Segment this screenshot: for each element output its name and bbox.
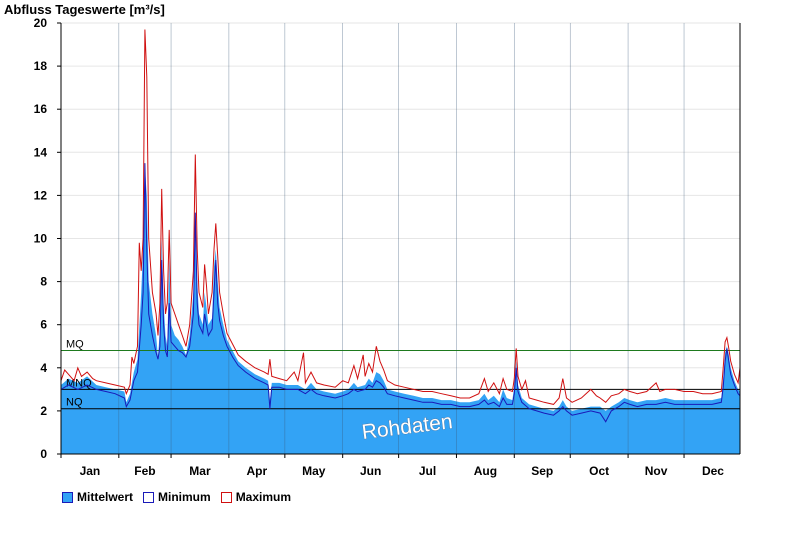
legend-item-mittelwert: Mittelwert xyxy=(62,490,133,504)
series-maximum-line xyxy=(60,29,741,405)
y-tick-label: 16 xyxy=(34,102,48,116)
x-tick-label: Dec xyxy=(702,464,724,478)
legend-label-maximum: Maximum xyxy=(235,490,292,504)
legend-swatch-minimum xyxy=(143,491,155,503)
series-minimum-line xyxy=(60,163,741,423)
x-tick-label: Feb xyxy=(134,464,155,478)
y-tick-label: 20 xyxy=(34,16,48,30)
x-tick-label: Apr xyxy=(247,464,268,478)
x-tick-label: Sep xyxy=(531,464,553,478)
x-tick-label: Mar xyxy=(189,464,211,478)
legend-label-minimum: Minimum xyxy=(158,490,211,504)
legend-item-maximum: Maximum xyxy=(220,490,292,504)
x-tick-label: Aug xyxy=(474,464,497,478)
x-tick-label: Nov xyxy=(645,464,668,478)
legend-swatch-mittelwert xyxy=(62,491,73,503)
ref-label-nq: NQ xyxy=(66,397,83,409)
y-tick-label: 6 xyxy=(40,318,47,332)
ref-label-mnq: MNQ xyxy=(66,377,92,389)
y-tick-label: 2 xyxy=(40,404,47,418)
series-mittelwert-area xyxy=(61,167,740,454)
y-tick-label: 10 xyxy=(34,232,48,246)
x-tick-label: Jun xyxy=(360,464,381,478)
y-tick-label: 12 xyxy=(34,188,48,202)
x-tick-label: Jul xyxy=(419,464,436,478)
legend-item-minimum: Minimum xyxy=(143,490,211,504)
ref-label-mq: MQ xyxy=(66,339,84,351)
x-tick-label: May xyxy=(302,464,326,478)
legend-swatch-maximum xyxy=(220,491,232,503)
y-tick-label: 0 xyxy=(40,447,47,461)
plot-area: 0 2 4 6 8 10 12 14 16 18 20 Jan Feb Mar Apr May Jun Jul Au… xyxy=(34,16,741,478)
y-tick-label: 4 xyxy=(40,361,47,375)
y-tick-label: 8 xyxy=(40,275,47,289)
x-tick-label: Oct xyxy=(589,464,609,478)
y-tick-label: 14 xyxy=(34,145,48,159)
chart-title: Abfluss Tageswerte [m³/s] xyxy=(4,2,165,17)
chart-legend: Mittelwert Minimum Maximum xyxy=(62,490,291,504)
y-tick-label: 18 xyxy=(34,59,48,73)
x-tick-label: Jan xyxy=(80,464,101,478)
legend-label-mittelwert: Mittelwert xyxy=(77,490,134,504)
